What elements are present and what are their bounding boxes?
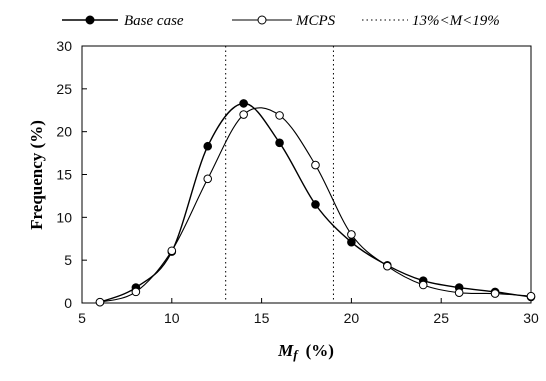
legend-label-mcps: MCPS — [295, 13, 336, 29]
data-point-base-case — [275, 138, 284, 148]
data-point-mcps — [490, 289, 500, 298]
series-mcps — [95, 107, 536, 307]
x-tick-label: 25 — [433, 310, 449, 326]
data-point-mcps — [347, 230, 356, 239]
y-axis-title: Frequency (%) — [27, 120, 46, 230]
data-point-mcps — [275, 111, 284, 120]
legend: Base case MCPS 13%<M<19% — [62, 13, 500, 29]
legend-marker-base-case — [85, 15, 95, 25]
data-point-mcps — [167, 246, 177, 256]
data-point-mcps — [383, 261, 392, 271]
data-point-mcps — [203, 174, 213, 184]
plot-frame — [81, 45, 532, 304]
data-point-mcps — [131, 287, 141, 297]
y-tick-label: 0 — [64, 295, 72, 311]
x-axis-unit: (%) — [306, 341, 334, 360]
y-tick-label: 30 — [56, 38, 72, 54]
x-axis-symbol: M — [277, 341, 294, 360]
x-tick-label: 5 — [78, 310, 86, 326]
series-layer — [95, 99, 536, 307]
y-tick-label: 5 — [64, 252, 72, 268]
legend-marker-mcps — [257, 15, 267, 25]
y-tick-label: 25 — [56, 81, 72, 97]
x-axis-title: Mf (%) — [277, 341, 334, 362]
y-tick-label: 15 — [56, 167, 72, 183]
data-point-mcps — [454, 288, 464, 298]
data-point-base-case — [347, 237, 356, 247]
data-point-base-case — [311, 200, 320, 209]
data-point-mcps — [418, 280, 428, 290]
x-axis: 5 10 15 20 25 30 — [78, 298, 539, 326]
reference-lines — [225, 46, 334, 303]
legend-label-range: 13%<M<19% — [412, 13, 500, 29]
series-base-case — [95, 99, 536, 307]
y-tick-label: 10 — [56, 209, 72, 225]
data-point-mcps — [239, 110, 248, 119]
x-tick-label: 30 — [523, 310, 539, 326]
legend-item-mcps: MCPS — [232, 13, 336, 29]
x-axis-subscript: f — [293, 347, 299, 362]
data-point-mcps — [311, 160, 320, 170]
x-tick-label: 10 — [164, 310, 180, 326]
data-point-base-case — [239, 99, 248, 108]
data-point-base-case — [203, 141, 213, 151]
data-point-mcps — [526, 291, 536, 301]
data-point-mcps — [95, 297, 105, 307]
legend-item-base-case: Base case — [62, 13, 184, 29]
legend-label-base-case: Base case — [124, 13, 184, 29]
y-axis: 0 5 10 15 20 25 30 — [56, 38, 87, 311]
y-tick-label: 20 — [56, 124, 72, 140]
legend-item-range: 13%<M<19% — [362, 13, 500, 29]
x-tick-label: 15 — [254, 310, 270, 326]
x-tick-label: 20 — [344, 310, 360, 326]
